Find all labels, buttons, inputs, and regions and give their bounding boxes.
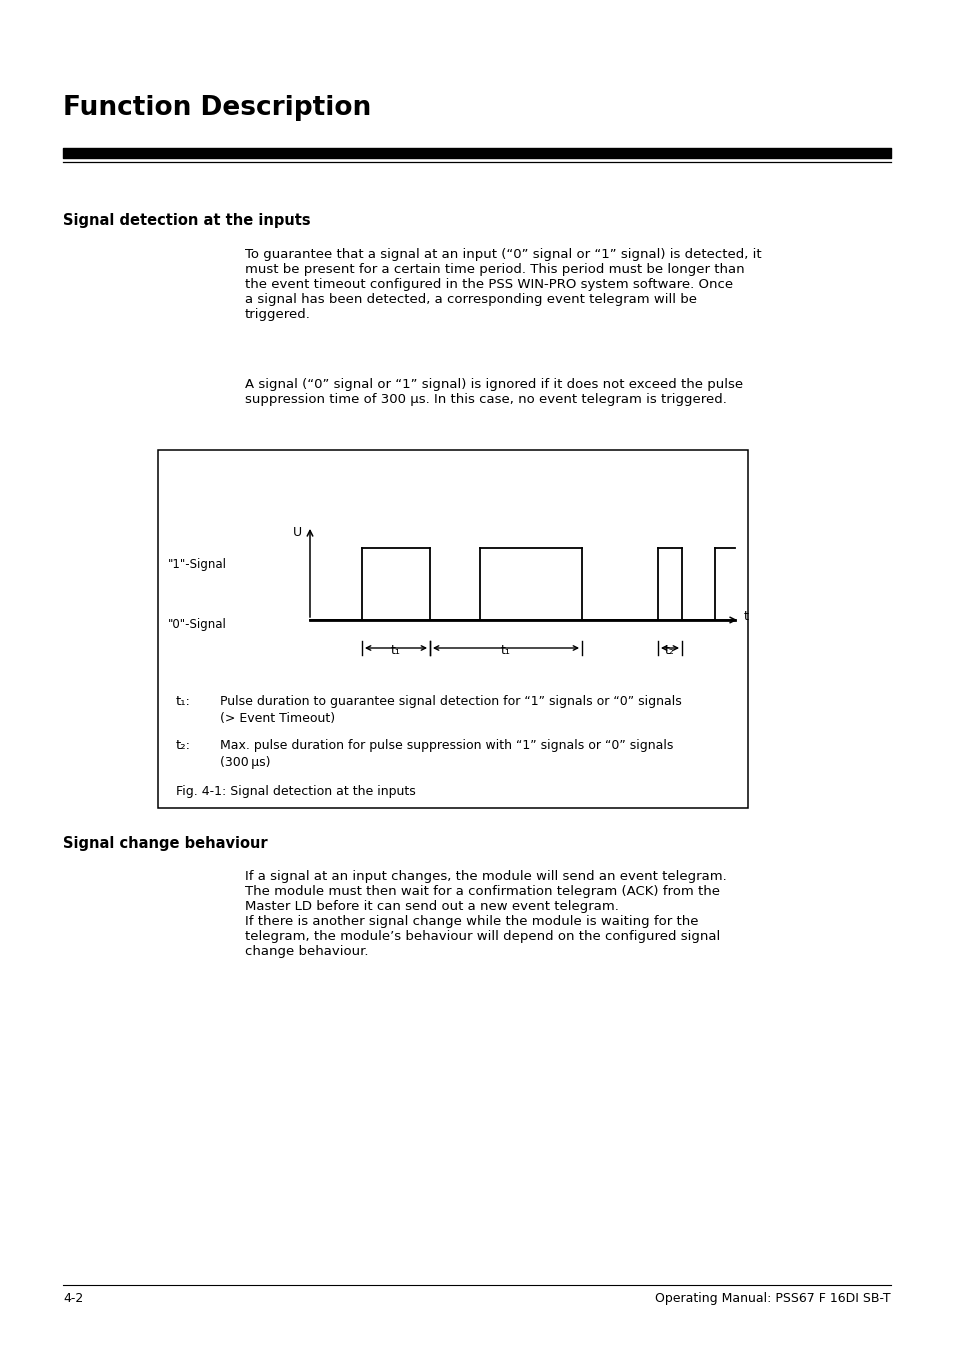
Text: Operating Manual: PSS67 F 16DI SB-T: Operating Manual: PSS67 F 16DI SB-T xyxy=(655,1292,890,1305)
Text: A signal (“0” signal or “1” signal) is ignored if it does not exceed the pulse
s: A signal (“0” signal or “1” signal) is i… xyxy=(245,378,742,407)
Bar xyxy=(158,450,747,808)
Text: U: U xyxy=(293,526,302,539)
Text: t: t xyxy=(743,609,748,623)
Text: Pulse duration to guarantee signal detection for “1” signals or “0” signals: Pulse duration to guarantee signal detec… xyxy=(220,694,681,708)
Text: t₂:: t₂: xyxy=(175,739,191,753)
Text: Fig. 4-1: Signal detection at the inputs: Fig. 4-1: Signal detection at the inputs xyxy=(175,785,416,798)
Text: (> Event Timeout): (> Event Timeout) xyxy=(220,712,335,725)
Text: Max. pulse duration for pulse suppression with “1” signals or “0” signals: Max. pulse duration for pulse suppressio… xyxy=(220,739,673,753)
Text: If a signal at an input changes, the module will send an event telegram.
The mod: If a signal at an input changes, the mod… xyxy=(245,870,726,958)
Text: t₁: t₁ xyxy=(391,644,400,657)
Text: t₁:: t₁: xyxy=(175,694,191,708)
Text: (300 μs): (300 μs) xyxy=(220,757,271,769)
Text: Signal change behaviour: Signal change behaviour xyxy=(63,836,268,851)
Text: Signal detection at the inputs: Signal detection at the inputs xyxy=(63,213,311,228)
Text: 4-2: 4-2 xyxy=(63,1292,83,1305)
Text: t₂: t₂ xyxy=(664,644,674,657)
Text: To guarantee that a signal at an input (“0” signal or “1” signal) is detected, i: To guarantee that a signal at an input (… xyxy=(245,249,760,322)
Text: t₁: t₁ xyxy=(500,644,511,657)
Text: "0"-Signal: "0"-Signal xyxy=(168,617,227,631)
Text: Function Description: Function Description xyxy=(63,95,371,122)
Text: "1"-Signal: "1"-Signal xyxy=(168,558,227,571)
